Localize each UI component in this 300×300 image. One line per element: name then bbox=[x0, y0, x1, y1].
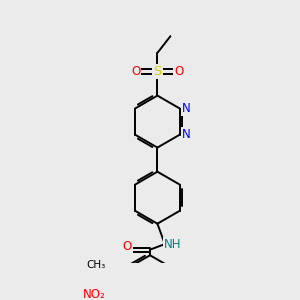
Text: O: O bbox=[174, 65, 184, 78]
Text: O: O bbox=[131, 65, 140, 78]
Text: NH: NH bbox=[164, 238, 182, 250]
Text: NO₂: NO₂ bbox=[83, 288, 106, 300]
Text: N: N bbox=[182, 128, 191, 141]
Text: CH₃: CH₃ bbox=[86, 260, 105, 270]
Text: O: O bbox=[122, 240, 132, 253]
Text: N: N bbox=[182, 102, 191, 115]
Text: S: S bbox=[153, 65, 162, 78]
